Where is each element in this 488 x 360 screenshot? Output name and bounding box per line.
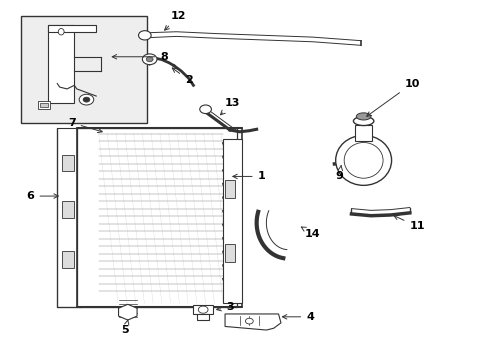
Bar	[222, 139, 242, 303]
Text: 12: 12	[164, 12, 186, 30]
Text: 1: 1	[232, 171, 265, 181]
Bar	[197, 314, 209, 320]
Bar	[62, 155, 74, 171]
Ellipse shape	[356, 113, 370, 120]
Circle shape	[138, 31, 151, 40]
Circle shape	[245, 318, 253, 324]
Bar	[40, 103, 47, 107]
Bar	[77, 128, 237, 307]
Text: 11: 11	[393, 215, 424, 231]
Text: 4: 4	[282, 312, 313, 322]
Bar	[38, 102, 50, 109]
Bar	[354, 125, 372, 141]
Text: 6: 6	[26, 191, 58, 201]
Circle shape	[146, 57, 153, 62]
Text: 3: 3	[216, 302, 233, 312]
Text: 8: 8	[112, 52, 168, 62]
Bar	[21, 16, 147, 123]
Circle shape	[142, 54, 157, 64]
Ellipse shape	[353, 117, 373, 126]
Text: 10: 10	[366, 78, 419, 116]
Text: 7: 7	[68, 118, 102, 132]
Bar	[57, 128, 81, 307]
Circle shape	[200, 105, 211, 113]
Circle shape	[79, 94, 94, 105]
Circle shape	[83, 97, 90, 102]
Circle shape	[198, 306, 207, 313]
Bar	[62, 251, 74, 267]
Polygon shape	[224, 314, 281, 330]
Bar	[224, 180, 234, 198]
Bar	[47, 24, 74, 103]
Bar	[62, 202, 74, 217]
Text: 13: 13	[220, 98, 240, 115]
Ellipse shape	[344, 143, 382, 178]
Bar	[224, 244, 234, 262]
Text: 5: 5	[122, 320, 129, 335]
Ellipse shape	[335, 135, 391, 185]
Polygon shape	[118, 304, 137, 320]
Bar	[193, 305, 212, 314]
Bar	[47, 24, 96, 32]
Text: 2: 2	[172, 68, 192, 85]
Ellipse shape	[58, 28, 64, 35]
Text: 9: 9	[335, 166, 343, 181]
Text: 14: 14	[301, 227, 320, 239]
